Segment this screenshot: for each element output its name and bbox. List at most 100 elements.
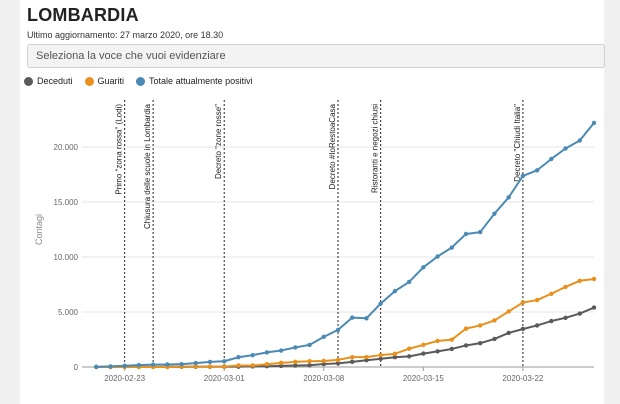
data-point bbox=[478, 323, 483, 328]
data-point bbox=[150, 362, 156, 367]
legend-label-positivi: Totale attualmente positivi bbox=[149, 76, 253, 86]
annotation-label: Decreto "zone rosse" bbox=[214, 104, 223, 179]
highlight-selector-input[interactable]: Seleziona la voce che vuoi evidenziare bbox=[27, 44, 605, 68]
data-point bbox=[307, 342, 312, 348]
data-point bbox=[293, 345, 298, 350]
data-point bbox=[406, 346, 412, 351]
data-series bbox=[94, 120, 597, 370]
y-tick-label: 15.000 bbox=[54, 198, 79, 207]
data-point bbox=[577, 311, 582, 316]
legend-label-deceduti: Deceduti bbox=[37, 76, 73, 86]
data-point bbox=[506, 330, 511, 336]
x-tick-label: 2020-03-08 bbox=[303, 374, 344, 383]
data-point bbox=[563, 146, 568, 151]
annotations: Primo "zona rossa" (Lodi) Chiusura delle … bbox=[115, 100, 524, 367]
data-point bbox=[278, 348, 284, 353]
x-tick-label: 2020-03-01 bbox=[204, 374, 245, 383]
data-point bbox=[335, 361, 341, 366]
data-point bbox=[406, 279, 412, 285]
y-tick-label: 10.000 bbox=[54, 253, 79, 262]
annotation-label: Decreto #IoRestoaCasa bbox=[328, 103, 337, 189]
data-point bbox=[549, 318, 554, 324]
y-tick-label: 5.000 bbox=[58, 308, 79, 317]
data-point bbox=[193, 360, 198, 366]
data-point bbox=[378, 352, 383, 358]
data-point bbox=[350, 315, 355, 320]
data-point bbox=[378, 356, 383, 362]
data-point bbox=[435, 338, 440, 344]
data-point bbox=[449, 245, 454, 250]
x-tick-label: 2020-02-23 bbox=[104, 374, 145, 383]
data-point bbox=[222, 359, 227, 364]
series-line-positivi bbox=[96, 122, 595, 368]
series-line-guariti bbox=[96, 277, 595, 368]
data-point bbox=[321, 361, 326, 367]
chart-card: LOMBARDIA Ultimo aggiornamento: 27 marzo… bbox=[20, 0, 605, 404]
data-point bbox=[264, 350, 270, 355]
data-point bbox=[350, 359, 355, 365]
data-point bbox=[549, 291, 554, 296]
last-updated-text: Ultimo aggiornamento: 27 marzo 2020, ore… bbox=[27, 30, 224, 40]
legend-dot-deceduti bbox=[24, 76, 33, 86]
data-point bbox=[520, 326, 526, 332]
annotation-label: Chiusura delle scuole in Lombardia bbox=[143, 103, 152, 229]
data-point bbox=[478, 229, 483, 235]
legend-item-positivi[interactable]: Totale attualmente positivi bbox=[136, 76, 253, 86]
data-point bbox=[307, 363, 312, 368]
data-point bbox=[392, 355, 398, 360]
data-point bbox=[350, 354, 355, 360]
data-point bbox=[492, 336, 497, 342]
data-point bbox=[506, 195, 511, 200]
data-point bbox=[591, 276, 597, 282]
x-tick-label: 2020-03-15 bbox=[403, 374, 444, 383]
annotation-label: Primo "zona rossa" (Lodi) bbox=[115, 104, 124, 195]
data-point bbox=[179, 361, 184, 367]
data-point bbox=[478, 340, 483, 346]
chart-legend: Deceduti Guariti Totale attualmente posi… bbox=[24, 76, 265, 86]
y-tick-label: 0 bbox=[74, 363, 79, 372]
data-point bbox=[463, 326, 469, 331]
data-point bbox=[534, 297, 540, 303]
data-point bbox=[364, 316, 369, 321]
data-point bbox=[250, 363, 255, 368]
data-point bbox=[463, 231, 469, 237]
data-point bbox=[421, 351, 426, 356]
data-point bbox=[591, 305, 597, 310]
data-point bbox=[506, 309, 511, 314]
legend-item-deceduti[interactable]: Deceduti bbox=[24, 76, 73, 86]
data-point bbox=[236, 363, 241, 368]
data-point bbox=[392, 351, 398, 357]
data-point bbox=[321, 334, 326, 340]
legend-label-guariti: Guariti bbox=[97, 76, 125, 86]
data-point bbox=[435, 349, 440, 354]
legend-dot-positivi bbox=[136, 76, 146, 86]
y-axis-label: Contagi bbox=[34, 214, 44, 245]
annotation-label: Ristoranti e negozi chiusi bbox=[371, 104, 380, 193]
data-point bbox=[278, 360, 284, 366]
data-point bbox=[449, 337, 454, 342]
data-point bbox=[335, 357, 341, 363]
data-point bbox=[492, 318, 497, 323]
data-point bbox=[108, 364, 113, 369]
y-axis: 0 5.000 10.000 15.000 20.000 Contagi bbox=[34, 143, 79, 372]
data-point bbox=[563, 284, 568, 290]
data-point bbox=[463, 343, 469, 348]
data-point bbox=[421, 265, 426, 270]
data-point bbox=[378, 301, 383, 306]
data-point bbox=[364, 354, 369, 360]
legend-item-guariti[interactable]: Guariti bbox=[84, 76, 125, 86]
data-point bbox=[549, 156, 554, 162]
data-point bbox=[236, 355, 241, 360]
data-point bbox=[278, 363, 284, 369]
data-point bbox=[421, 342, 426, 348]
data-point bbox=[321, 358, 326, 364]
data-point bbox=[207, 364, 213, 369]
data-point bbox=[406, 354, 412, 359]
data-point bbox=[520, 300, 526, 305]
data-point bbox=[591, 120, 597, 126]
data-point bbox=[392, 288, 398, 294]
data-point bbox=[449, 346, 454, 352]
data-point bbox=[563, 315, 568, 320]
data-point bbox=[193, 364, 198, 369]
y-tick-label: 20.000 bbox=[54, 143, 79, 152]
